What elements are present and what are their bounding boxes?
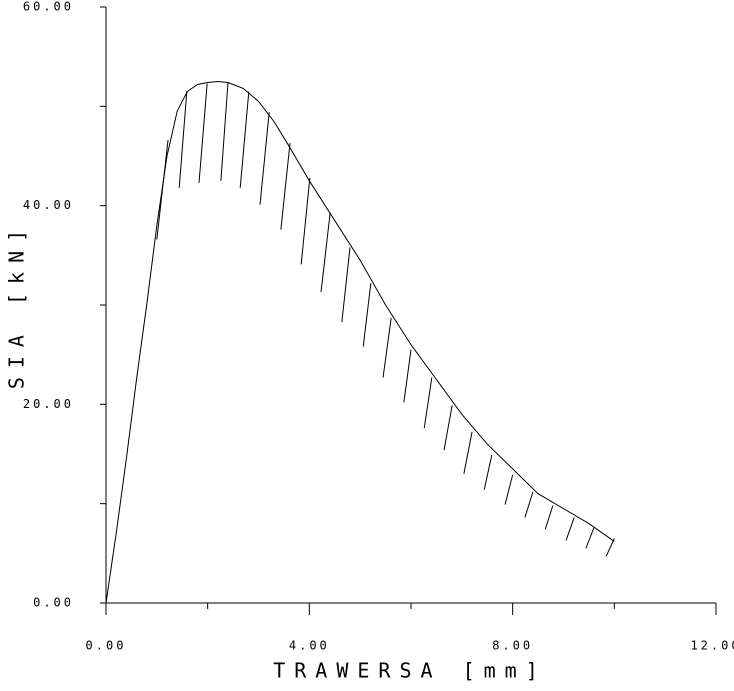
series-line bbox=[105, 80, 615, 604]
y-tick-label: 0.00 bbox=[33, 596, 74, 610]
y-tick-label: 20.00 bbox=[23, 397, 74, 411]
x-tick-label: 4.00 bbox=[289, 639, 330, 653]
y-tick-label: 60.00 bbox=[23, 0, 74, 14]
x-tick-label: 0.00 bbox=[86, 639, 127, 653]
x-tick-label: 8.00 bbox=[492, 639, 533, 653]
y-tick-label: 40.00 bbox=[23, 198, 74, 212]
x-axis-label: TRAWERSA [mm] bbox=[273, 659, 547, 683]
series-line bbox=[156, 82, 615, 557]
y-axis-label: SIA [kN] bbox=[5, 221, 29, 389]
x-tick-label: 12.00 bbox=[690, 639, 734, 653]
